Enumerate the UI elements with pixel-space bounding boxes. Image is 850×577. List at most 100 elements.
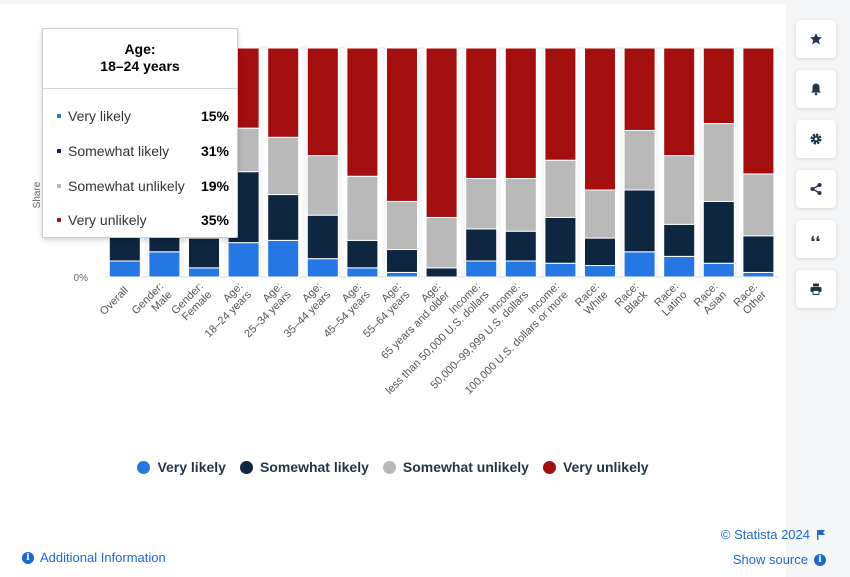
legend-item[interactable]: Somewhat likely [239, 459, 369, 475]
chart-toolbar [796, 20, 836, 320]
quote-icon [811, 236, 820, 241]
bar-segment [267, 239, 300, 278]
print-button[interactable] [796, 270, 836, 308]
share-icon [810, 183, 822, 195]
settings-button[interactable] [796, 120, 836, 158]
additional-information-link[interactable]: i Additional Information [22, 550, 166, 565]
tooltip-row: Very likely 15% [57, 107, 229, 125]
tooltip-series-marker [57, 184, 61, 189]
bar-segment [623, 251, 656, 278]
tooltip-series-marker [57, 149, 61, 154]
bar-segment [306, 155, 339, 216]
tooltip-title-line2: 18–24 years [100, 58, 180, 74]
bar-segment [465, 47, 498, 180]
tooltip-title-line1: Age: [124, 41, 156, 57]
bar-segment [306, 214, 339, 260]
tooltip-row: Somewhat unlikely 19% [57, 177, 229, 195]
bar-segment [504, 178, 537, 232]
bar-segment [623, 189, 656, 253]
star-icon [810, 33, 822, 45]
tooltip-series-label: Very unlikely [68, 212, 147, 228]
legend-label: Very unlikely [562, 459, 649, 475]
bar-segment [584, 265, 616, 278]
bar-segment [663, 155, 696, 225]
x-tick-label: Race:Other [731, 280, 769, 318]
bar-segment [544, 47, 577, 161]
legend-label: Somewhat likely [259, 459, 369, 475]
bar-segment [267, 136, 300, 196]
bar-segment [346, 267, 379, 278]
statista-credit-link[interactable]: © Statista 2024 [721, 527, 826, 542]
tooltip-series-marker [57, 114, 61, 119]
x-tick-label: Race:Black [613, 280, 651, 318]
x-tick-label: Gender:Female [169, 280, 214, 325]
x-tick-label: Race:White [573, 280, 610, 317]
bar-segment [663, 223, 696, 257]
bar-segment [702, 262, 735, 278]
legend-label: Very likely [157, 459, 226, 475]
tooltip-divider [43, 88, 237, 89]
bar-segment [584, 189, 616, 239]
tooltip-series-label: Somewhat unlikely [68, 178, 185, 194]
tooltip-series-label: Somewhat likely [68, 143, 170, 159]
bar-segment [188, 267, 220, 278]
show-source-link[interactable]: Show source i [733, 552, 826, 567]
additional-information-label: Additional Information [40, 550, 166, 565]
bar-segment [623, 47, 656, 131]
legend-swatch [382, 460, 396, 474]
bar-segment [742, 47, 775, 175]
bar-segment [663, 47, 696, 157]
info-icon: i [22, 551, 34, 564]
legend-item[interactable]: Very unlikely [542, 459, 649, 475]
bar-segment [346, 239, 379, 269]
legend-swatch [239, 460, 253, 474]
bar-segment [306, 258, 339, 278]
legend-swatch [542, 460, 556, 474]
legend-label: Somewhat unlikely [402, 459, 529, 475]
notification-button[interactable] [796, 70, 836, 108]
bar-segment [148, 251, 181, 278]
tooltip-row: Very unlikely 35% [57, 211, 229, 229]
bar-segment [386, 47, 418, 202]
x-tick-label: Race:Latino [651, 280, 689, 318]
bar-segment [544, 159, 577, 218]
bar-segment [742, 235, 775, 273]
cite-button[interactable] [796, 220, 836, 258]
bar-segment [465, 228, 498, 262]
chart-tooltip: Age: 18–24 years Very likely 15% Somewhat … [42, 28, 238, 238]
bar-segment [306, 47, 339, 157]
bar-segment [386, 200, 418, 251]
bar-segment [386, 271, 418, 278]
legend-item[interactable]: Somewhat unlikely [382, 459, 529, 475]
bar-segment [584, 47, 616, 191]
bar-segment [267, 194, 300, 241]
bar-segment [425, 267, 458, 278]
tooltip-series-value: 19% [200, 178, 229, 194]
chart-legend: Very likely Somewhat likely Somewhat unlik… [0, 459, 786, 475]
legend-item[interactable]: Very likely [137, 459, 226, 475]
bar-segment [504, 260, 537, 278]
bar-segment [544, 262, 577, 278]
tooltip-row: Somewhat likely 31% [57, 142, 229, 160]
gear-icon [810, 133, 822, 145]
y-tick-label: 0% [74, 273, 89, 284]
bar-segment [108, 260, 141, 278]
bar-segment [742, 271, 775, 278]
tooltip-series-label: Very likely [68, 108, 132, 124]
bar-segment [623, 129, 656, 191]
bar-segment [504, 230, 537, 262]
bar-segment [702, 200, 735, 264]
flag-icon [817, 530, 825, 540]
share-button[interactable] [796, 170, 836, 208]
bar-segment [663, 255, 696, 278]
bar-segment [702, 123, 735, 202]
favorite-button[interactable] [796, 20, 836, 58]
bar-segment [742, 173, 775, 237]
bar-segment [425, 216, 458, 269]
x-tick-label: Overall [98, 285, 131, 318]
tooltip-title: Age: 18–24 years [43, 41, 237, 75]
bar-segment [702, 47, 735, 125]
info-icon: i [814, 553, 826, 566]
show-source-label: Show source [732, 552, 808, 567]
bar-segment [465, 260, 498, 278]
